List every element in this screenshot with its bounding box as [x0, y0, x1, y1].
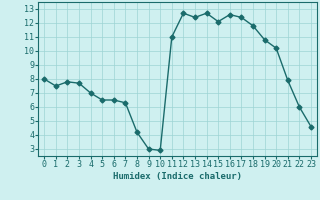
X-axis label: Humidex (Indice chaleur): Humidex (Indice chaleur) — [113, 172, 242, 181]
